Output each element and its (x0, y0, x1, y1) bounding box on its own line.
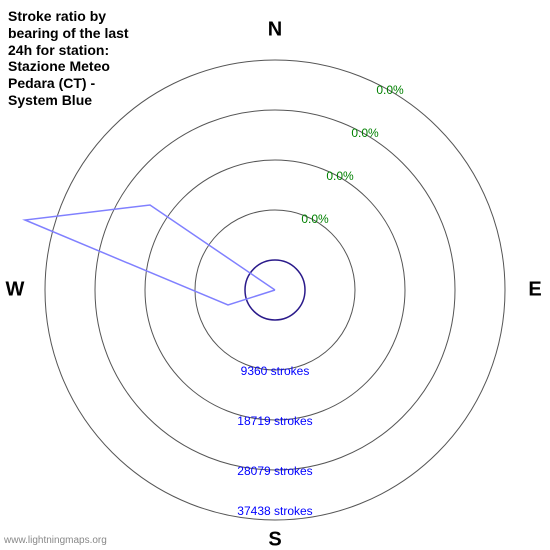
pct-label-3: 0.0% (351, 126, 379, 140)
compass-s: S (268, 528, 281, 550)
stroke-label-4: 37438 strokes (237, 504, 312, 518)
pct-label-4: 0.0% (376, 83, 404, 97)
pct-label-1: 0.0% (301, 212, 329, 226)
footer-attribution: www.lightningmaps.org (4, 535, 107, 546)
stroke-label-3: 28079 strokes (237, 464, 312, 478)
compass-w: W (6, 278, 25, 300)
chart-container: N E S W 0.0% 0.0% 0.0% 0.0% 9360 strokes… (0, 0, 550, 550)
compass-n: N (268, 18, 282, 40)
chart-title: Stroke ratio by bearing of the last 24h … (8, 8, 138, 109)
compass-e: E (528, 278, 541, 300)
stroke-label-1: 9360 strokes (241, 364, 310, 378)
pct-label-2: 0.0% (326, 169, 354, 183)
stroke-label-2: 18719 strokes (237, 414, 312, 428)
